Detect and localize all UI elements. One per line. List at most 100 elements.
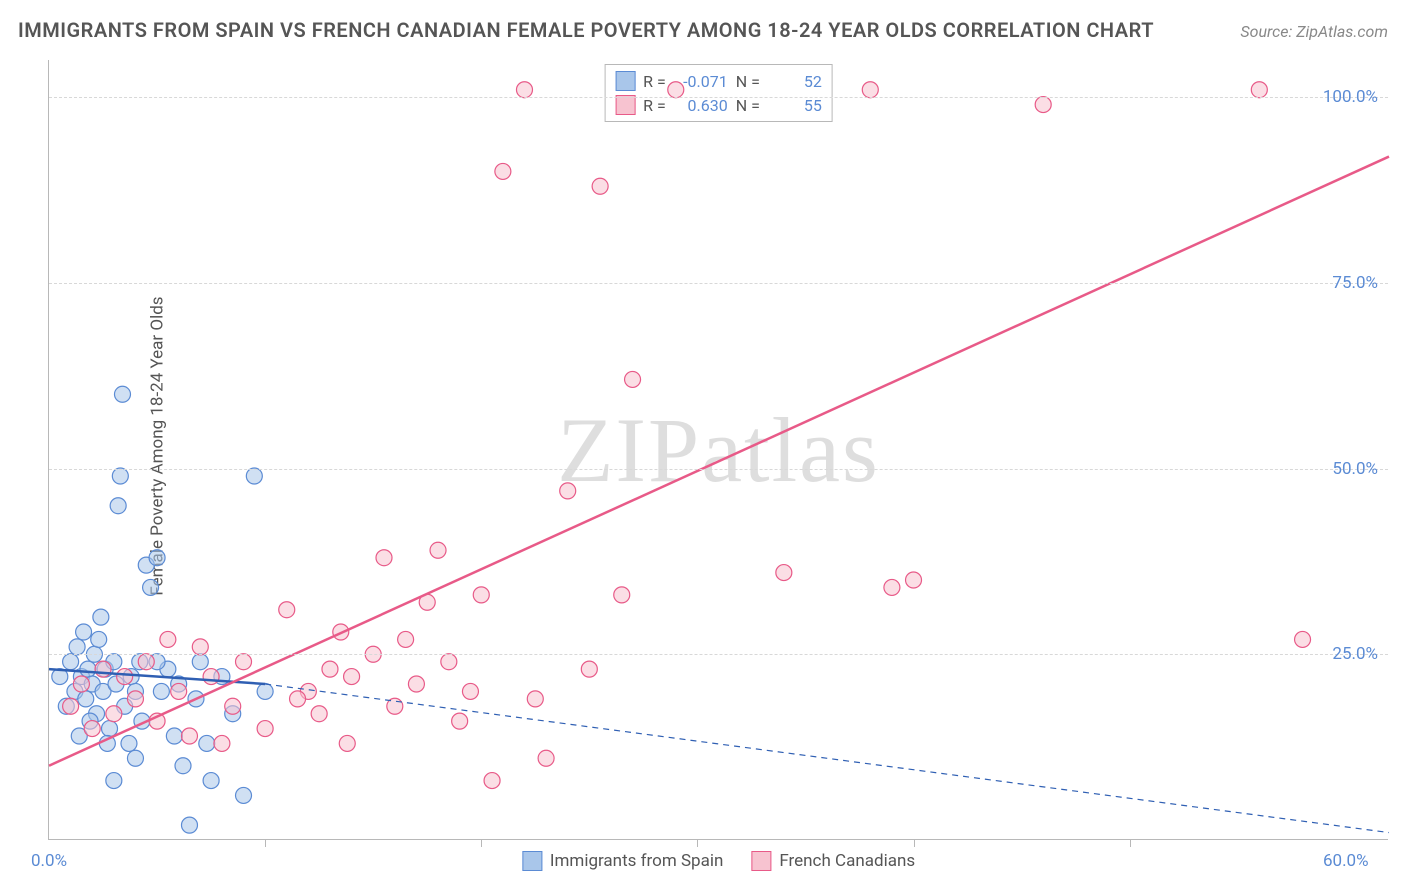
- point-french: [527, 691, 543, 707]
- point-spain: [121, 735, 137, 751]
- point-spain: [76, 624, 92, 640]
- y-tick-label: 100.0%: [1323, 87, 1378, 107]
- point-french: [1251, 82, 1267, 98]
- source-label: Source: ZipAtlas.com: [1240, 22, 1388, 41]
- x-minor-tick: [265, 839, 266, 847]
- chart-title: IMMIGRANTS FROM SPAIN VS FRENCH CANADIAN…: [18, 18, 1154, 42]
- legend-label-spain: Immigrants from Spain: [550, 851, 723, 871]
- y-tick-label: 50.0%: [1332, 459, 1378, 479]
- point-french: [322, 661, 338, 677]
- legend-item-spain: Immigrants from Spain: [522, 851, 723, 871]
- point-french: [127, 691, 143, 707]
- point-spain: [78, 691, 94, 707]
- point-spain: [192, 654, 208, 670]
- point-spain: [236, 787, 252, 803]
- swatch-spain-bottom: [522, 851, 542, 871]
- point-spain: [91, 631, 107, 647]
- point-french: [495, 163, 511, 179]
- point-french: [225, 698, 241, 714]
- point-french: [171, 683, 187, 699]
- point-spain: [199, 735, 215, 751]
- point-french: [203, 669, 219, 685]
- point-spain: [203, 773, 219, 789]
- point-spain: [175, 758, 191, 774]
- point-spain: [257, 683, 273, 699]
- x-tick-label: 0.0%: [31, 851, 67, 871]
- point-french: [462, 683, 478, 699]
- point-french: [668, 82, 684, 98]
- trendline-ext-spain: [265, 684, 1389, 833]
- legend-series: Immigrants from Spain French Canadians: [522, 851, 915, 871]
- point-french: [84, 721, 100, 737]
- point-french: [408, 676, 424, 692]
- point-french: [560, 483, 576, 499]
- point-french: [441, 654, 457, 670]
- plot-area: ZIPatlas R = -0.071 N = 52 R = 0.630 N =…: [48, 60, 1388, 840]
- point-french: [862, 82, 878, 98]
- point-french: [484, 773, 500, 789]
- gridline-h: [49, 654, 1388, 655]
- point-spain: [149, 550, 165, 566]
- point-spain: [112, 468, 128, 484]
- point-french: [181, 728, 197, 744]
- point-french: [95, 661, 111, 677]
- point-french: [160, 631, 176, 647]
- swatch-french-bottom: [751, 851, 771, 871]
- gridline-h: [49, 97, 1388, 98]
- point-french: [63, 698, 79, 714]
- point-french: [906, 572, 922, 588]
- point-french: [73, 676, 89, 692]
- y-tick-label: 25.0%: [1332, 644, 1378, 664]
- point-french: [257, 721, 273, 737]
- point-french: [398, 631, 414, 647]
- point-spain: [143, 579, 159, 595]
- point-french: [592, 178, 608, 194]
- trendline-french: [49, 157, 1389, 766]
- point-french: [214, 735, 230, 751]
- point-spain: [110, 498, 126, 514]
- point-french: [290, 691, 306, 707]
- point-french: [138, 654, 154, 670]
- point-french: [516, 82, 532, 98]
- point-french: [339, 735, 355, 751]
- point-french: [106, 706, 122, 722]
- legend-item-french: French Canadians: [751, 851, 915, 871]
- x-minor-tick: [481, 839, 482, 847]
- point-french: [192, 639, 208, 655]
- point-french: [430, 542, 446, 558]
- point-french: [1295, 631, 1311, 647]
- x-tick-label: 60.0%: [1323, 851, 1369, 871]
- y-tick-label: 75.0%: [1332, 273, 1378, 293]
- title-bar: IMMIGRANTS FROM SPAIN VS FRENCH CANADIAN…: [18, 18, 1388, 42]
- x-minor-tick: [697, 839, 698, 847]
- point-french: [581, 661, 597, 677]
- point-french: [625, 371, 641, 387]
- point-spain: [114, 386, 130, 402]
- point-french: [376, 550, 392, 566]
- point-spain: [63, 654, 79, 670]
- point-french: [452, 713, 468, 729]
- point-french: [117, 669, 133, 685]
- x-minor-tick: [1130, 839, 1131, 847]
- scatter-svg: [49, 60, 1388, 839]
- point-spain: [80, 661, 96, 677]
- point-french: [236, 654, 252, 670]
- point-spain: [181, 817, 197, 833]
- legend-label-french: French Canadians: [779, 851, 915, 871]
- point-french: [311, 706, 327, 722]
- point-spain: [127, 750, 143, 766]
- point-spain: [106, 773, 122, 789]
- point-french: [538, 750, 554, 766]
- point-french: [473, 587, 489, 603]
- point-spain: [153, 683, 169, 699]
- point-french: [1035, 97, 1051, 113]
- gridline-h: [49, 469, 1388, 470]
- x-minor-tick: [914, 839, 915, 847]
- point-spain: [166, 728, 182, 744]
- point-french: [884, 579, 900, 595]
- point-french: [279, 602, 295, 618]
- point-spain: [246, 468, 262, 484]
- point-spain: [102, 721, 118, 737]
- point-spain: [69, 639, 85, 655]
- point-french: [614, 587, 630, 603]
